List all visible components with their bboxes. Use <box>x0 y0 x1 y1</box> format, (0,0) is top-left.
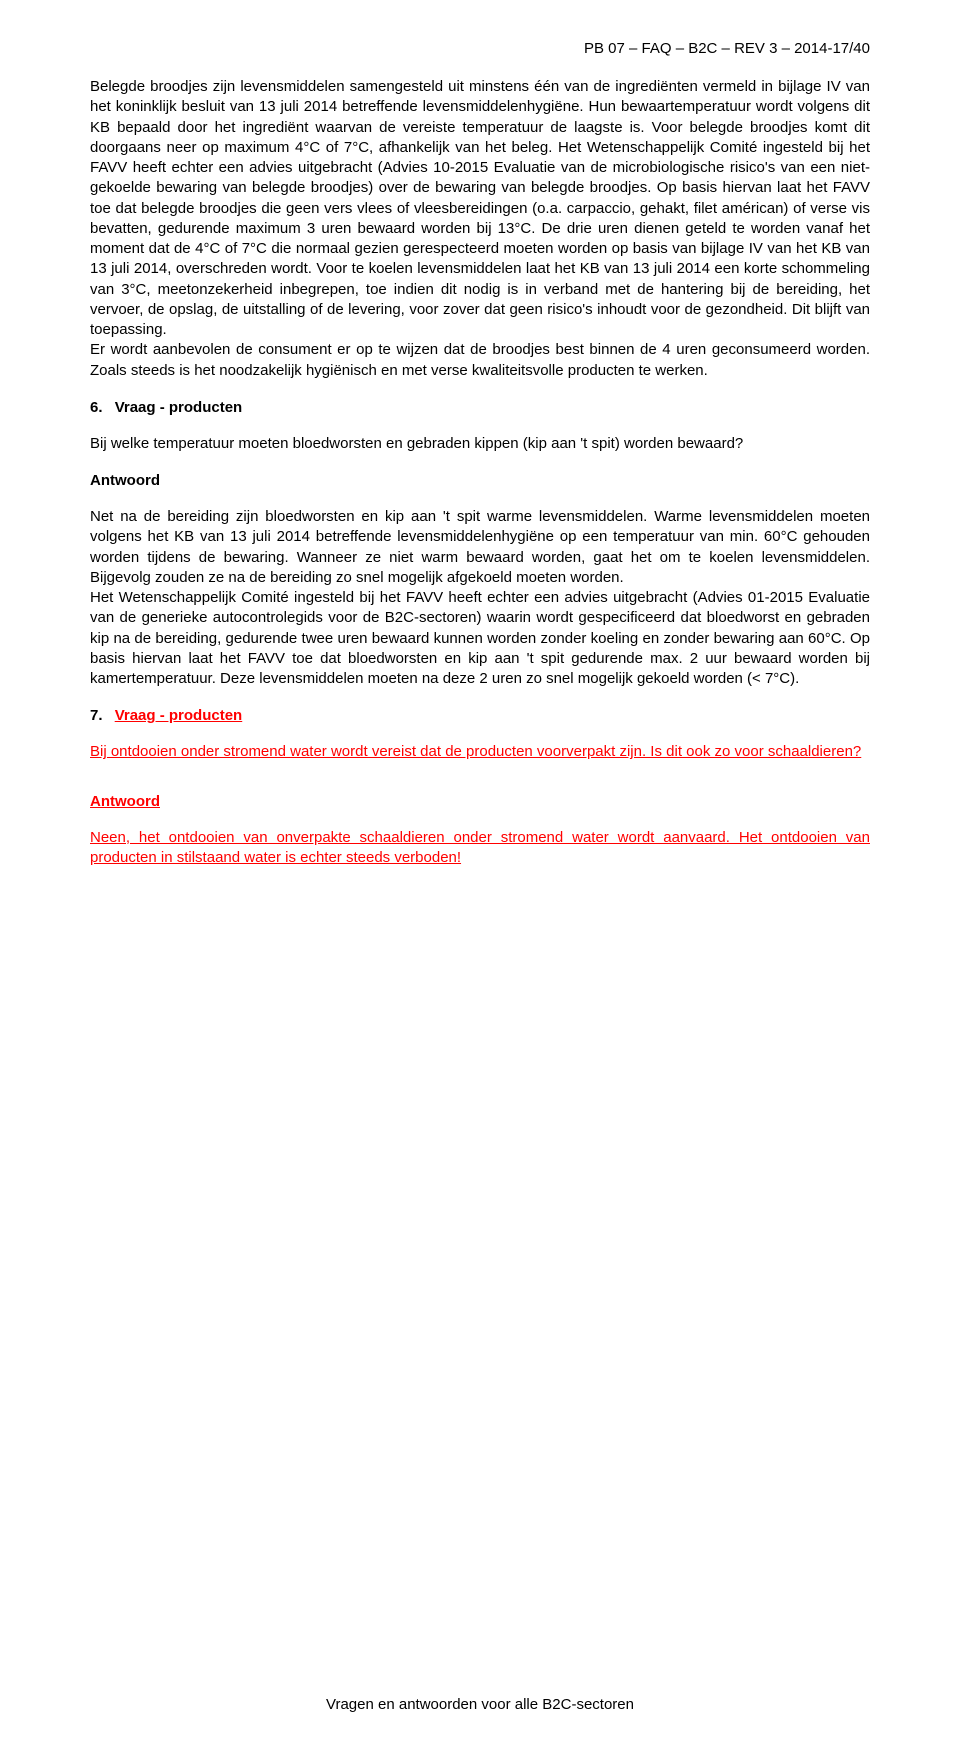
question-7-text: Bij ontdooien onder stromend water wordt… <box>90 742 870 762</box>
doc-id-text: PB 07 – FAQ – B2C – REV 3 – 2014-17/40 <box>584 40 870 57</box>
question-7-heading: 7. Vraag - producten <box>90 707 870 724</box>
a7-label: Antwoord <box>90 793 160 810</box>
answer-7-label: Antwoord <box>90 793 870 810</box>
q6-question: Bij welke temperatuur moeten bloedworste… <box>90 435 743 452</box>
intro-text-1: Belegde broodjes zijn levensmiddelen sam… <box>90 78 870 338</box>
answer-6-label: Antwoord <box>90 472 870 489</box>
question-6-heading: 6. Vraag - producten <box>90 399 870 416</box>
answer-7-paragraph-1: Neen, het ontdooien van onverpakte schaa… <box>90 828 870 869</box>
a6-text-2: Het Wetenschappelijk Comité ingesteld bi… <box>90 589 870 687</box>
document-id-header: PB 07 – FAQ – B2C – REV 3 – 2014-17/40 <box>90 40 870 57</box>
a6-text-1: Net na de bereiding zijn bloedworsten en… <box>90 508 870 586</box>
a6-label: Antwoord <box>90 472 160 489</box>
footer-text: Vragen en antwoorden voor alle B2C-secto… <box>326 1696 634 1713</box>
answer-6-paragraph-1: Net na de bereiding zijn bloedworsten en… <box>90 507 870 588</box>
intro-paragraph-1: Belegde broodjes zijn levensmiddelen sam… <box>90 77 870 340</box>
q6-heading-text: Vraag - producten <box>115 399 243 416</box>
q7-question: Bij ontdooien onder stromend water wordt… <box>90 743 861 760</box>
intro-text-2: Er wordt aanbevolen de consument er op t… <box>90 341 870 378</box>
q6-number: 6. <box>90 399 103 416</box>
page-footer: Vragen en antwoorden voor alle B2C-secto… <box>0 1696 960 1713</box>
q7-heading-text: Vraag - producten <box>115 707 243 724</box>
intro-paragraph-2: Er wordt aanbevolen de consument er op t… <box>90 340 870 381</box>
answer-6-paragraph-2: Het Wetenschappelijk Comité ingesteld bi… <box>90 588 870 689</box>
question-6-text: Bij welke temperatuur moeten bloedworste… <box>90 434 870 454</box>
a7-text-1: Neen, het ontdooien van onverpakte schaa… <box>90 829 870 866</box>
q7-number: 7. <box>90 707 103 724</box>
